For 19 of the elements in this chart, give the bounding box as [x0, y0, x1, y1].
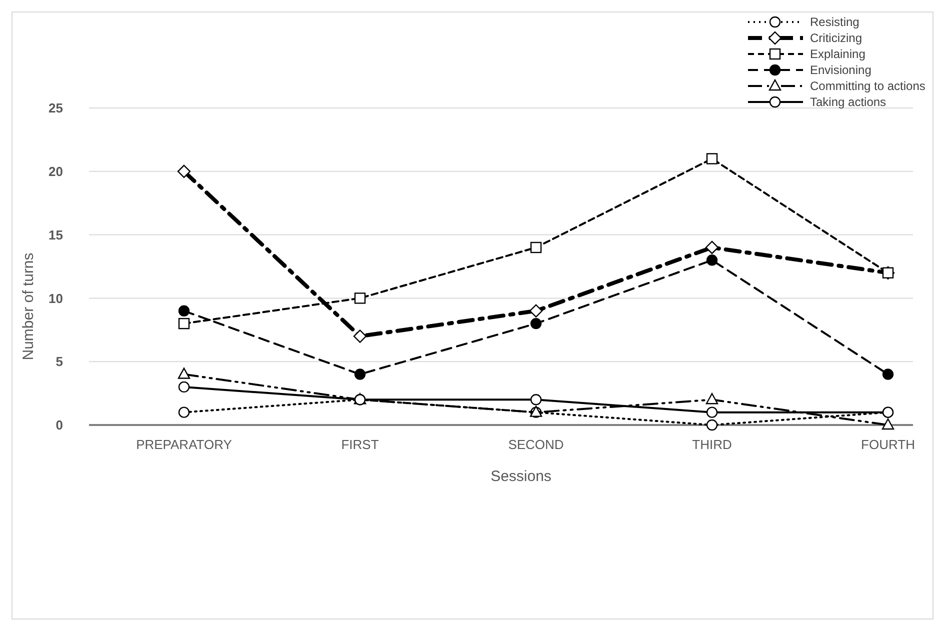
- x-tick-label: PREPARATORY: [136, 437, 232, 452]
- x-tick-label: FIRST: [341, 437, 379, 452]
- x-tick-label: SECOND: [508, 437, 564, 452]
- legend-label: Resisting: [810, 15, 860, 30]
- legend-label: Envisioning: [810, 63, 872, 78]
- legend-label: Taking actions: [810, 95, 886, 110]
- legend-label: Criticizing: [810, 31, 862, 46]
- x-tick-label: THIRD: [692, 437, 732, 452]
- y-tick-label: 10: [48, 290, 63, 306]
- legend-label: Committing to actions: [810, 79, 926, 94]
- y-axis-title: Number of turns: [20, 252, 37, 360]
- y-tick-label: 25: [48, 100, 63, 116]
- legend-label: Explaining: [810, 47, 866, 62]
- x-tick-label: FOURTH: [861, 437, 915, 452]
- y-tick-label: 15: [48, 227, 63, 242]
- y-tick-label: 20: [48, 164, 63, 179]
- y-tick-label: 0: [56, 418, 63, 433]
- x-axis-title: Sessions: [490, 468, 552, 485]
- y-tick-label: 5: [56, 354, 63, 370]
